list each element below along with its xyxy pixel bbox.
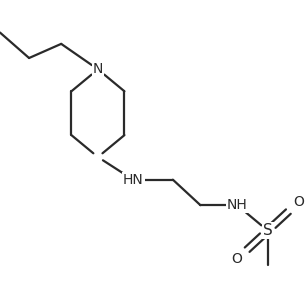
Text: S: S — [263, 223, 273, 238]
Text: HN: HN — [123, 173, 144, 187]
Text: O: O — [232, 252, 242, 266]
Text: NH: NH — [227, 198, 248, 212]
Text: O: O — [293, 195, 304, 209]
Text: N: N — [93, 62, 103, 76]
